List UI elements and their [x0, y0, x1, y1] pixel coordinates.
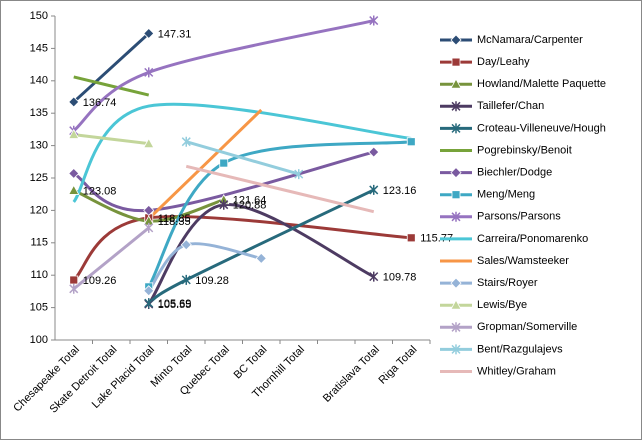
marker: [219, 158, 229, 168]
legend-marker: [450, 299, 462, 310]
data-label: 118.35: [158, 216, 191, 228]
legend-label: Carreira/Ponomarenko: [477, 233, 588, 245]
y-tick-label: 150: [30, 10, 48, 22]
marker: [369, 271, 379, 282]
legend-label: Bent/Razgulajevs: [477, 343, 563, 355]
legend-label: McNamara/Carpenter: [477, 34, 583, 46]
y-tick-label: 125: [30, 172, 48, 184]
y-tick-label: 115: [30, 237, 48, 249]
marker: [68, 184, 80, 195]
data-label: 136.74: [83, 97, 117, 109]
data-label: 105.69: [158, 298, 192, 310]
legend-marker: [450, 34, 462, 46]
legend-label: Stairs/Royer: [477, 277, 538, 289]
marker: [143, 27, 155, 39]
legend-label: Sales/Wamsteeker: [477, 255, 569, 267]
y-tick-label: 110: [30, 269, 48, 281]
marker: [144, 298, 154, 309]
marker: [68, 167, 80, 180]
data-label: 123.16: [383, 185, 417, 197]
marker: [369, 15, 379, 26]
y-tick-label: 130: [30, 140, 48, 152]
legend-label: Lewis/Bye: [477, 299, 527, 311]
y-tick-label: 105: [30, 302, 48, 314]
series-line: [185, 140, 300, 176]
legend-marker: [451, 211, 461, 222]
legend-label: Meng/Meng: [477, 189, 535, 201]
legend-label: Taillefer/Chan: [477, 100, 544, 112]
marker: [369, 184, 379, 195]
legend-marker: [450, 277, 462, 289]
data-label: 123.08: [83, 185, 117, 197]
legend-label: Day/Leahy: [477, 56, 530, 68]
marker: [368, 146, 380, 158]
marker: [68, 96, 80, 108]
data-label: 109.78: [383, 272, 417, 284]
data-label: 118.85: [158, 213, 191, 225]
data-label: 120.88: [233, 200, 267, 212]
y-tick-label: 100: [30, 334, 48, 346]
data-label: 105.55: [158, 299, 192, 311]
legend-label: Howland/Malette Paquette: [477, 78, 606, 90]
marker: [143, 204, 155, 216]
legend-marker: [451, 57, 461, 67]
y-tick-label: 145: [30, 42, 48, 54]
marker: [406, 233, 416, 243]
legend-marker: [451, 322, 461, 333]
legend-marker: [451, 190, 461, 200]
series-line: [72, 150, 375, 212]
marker: [255, 252, 267, 264]
marker: [181, 274, 191, 285]
legend-marker: [450, 167, 462, 179]
legend-marker: [450, 78, 462, 89]
marker: [180, 239, 192, 251]
series-line: [72, 32, 150, 104]
marker: [144, 222, 154, 233]
legend-label: Pogrebinsky/Benoit: [477, 144, 572, 156]
legend-label: Whitley/Graham: [477, 365, 556, 377]
legend-label: Parsons/Parsons: [477, 211, 561, 223]
marker: [294, 169, 304, 180]
series-line: [73, 133, 149, 146]
series-line: [147, 188, 375, 305]
marker: [406, 137, 416, 147]
data-label: 109.28: [195, 275, 229, 287]
legend: McNamara/Carpenter Day/Leahy Howland/Malet…: [440, 34, 606, 377]
marker: [69, 283, 79, 294]
data-label: 109.26: [83, 275, 117, 287]
data-label: 147.31: [158, 28, 192, 40]
y-tick-label: 140: [30, 75, 48, 87]
series-line: [73, 75, 150, 97]
legend-label: Gropman/Somerville: [477, 321, 577, 333]
marker: [144, 67, 154, 78]
data-label: 115.77: [420, 233, 453, 245]
marker: [143, 285, 155, 297]
y-tick-label: 120: [30, 204, 48, 216]
legend-label: Biechler/Dodge: [477, 167, 552, 179]
marker: [68, 128, 80, 139]
marker: [181, 136, 191, 147]
legend-marker: [451, 123, 461, 134]
marker: [69, 275, 79, 285]
series-line: [185, 164, 375, 214]
series-line: [72, 102, 412, 203]
series-line: [72, 226, 150, 290]
legend-marker: [451, 344, 461, 355]
series-line: [72, 19, 375, 132]
legend-marker: [451, 101, 461, 112]
marker: [219, 199, 229, 210]
marker: [143, 137, 155, 149]
series-line: [147, 108, 263, 220]
legend-label: Croteau-Villeneuve/Hough: [477, 122, 606, 134]
y-tick-label: 135: [30, 107, 48, 119]
data-label: 121.64: [233, 195, 267, 207]
